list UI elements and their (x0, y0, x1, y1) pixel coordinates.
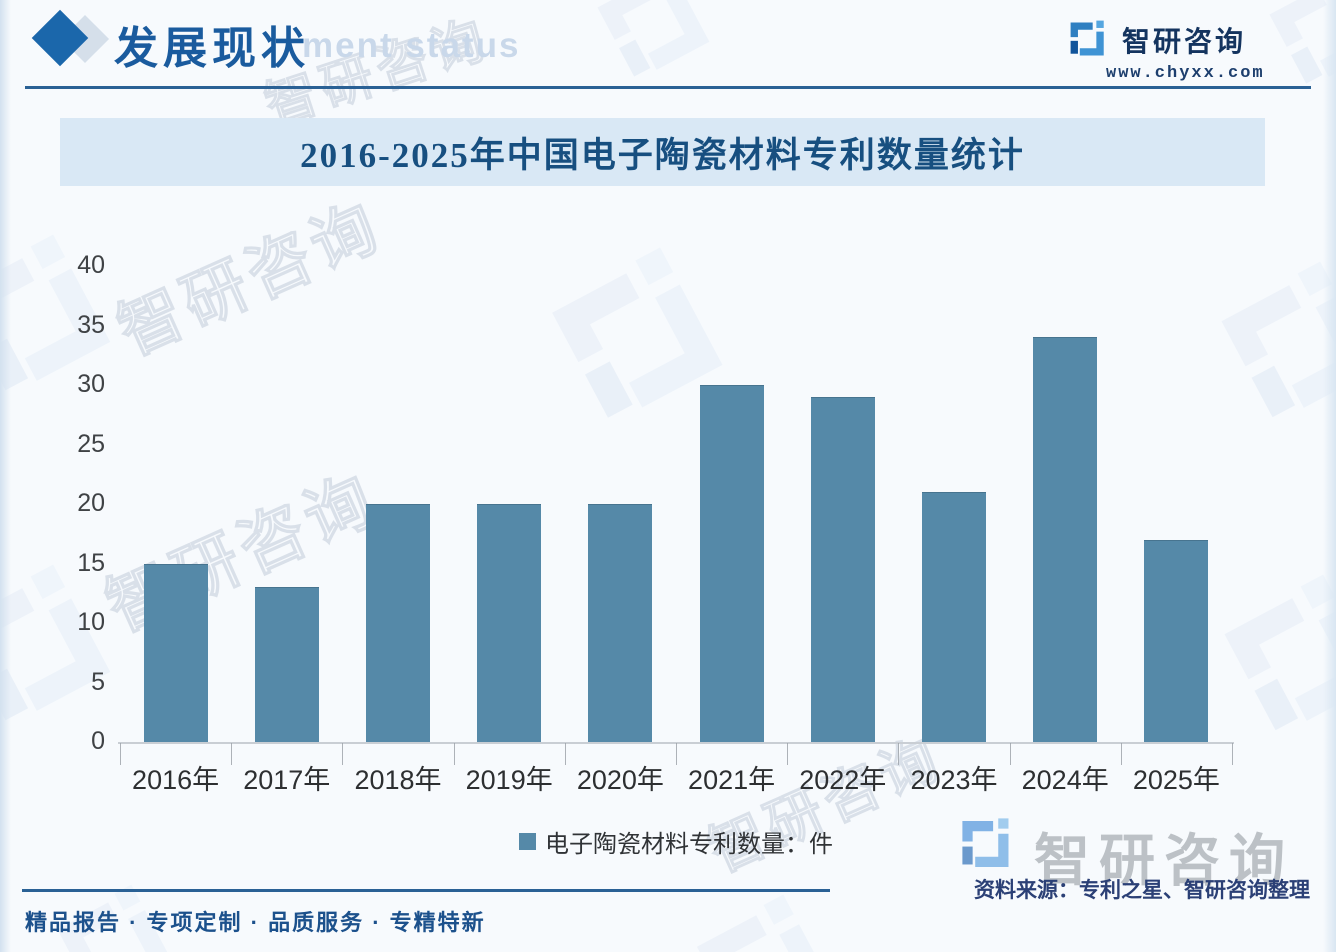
x-axis-tick (1009, 743, 1011, 765)
x-axis-tick (1120, 743, 1122, 765)
x-axis-label: 2020年 (576, 765, 664, 795)
header: 发展现状 ment status 智研咨询 www.chyxx.com (0, 0, 1336, 90)
bar-2019年 (477, 504, 542, 742)
bar-chart: 0 5 10 15 20 25 30 35 40 2016年 2017年 2018年 2019年 2020… (0, 186, 1336, 858)
bar-2018年 (366, 504, 430, 742)
header-rule (25, 86, 1311, 89)
diamond-icon (31, 9, 110, 67)
page-title: 发展现状 (114, 24, 310, 73)
bottom-watermark: 智研咨询 (948, 800, 1328, 892)
bar-2023年 (922, 492, 986, 742)
bar-2025年 (1144, 539, 1209, 742)
bar-2022年 (810, 396, 875, 742)
x-axis-tick (342, 743, 344, 765)
right-edge-gradient (1323, 0, 1336, 952)
x-axis-tick (1232, 743, 1233, 765)
bar-2021年 (699, 385, 764, 742)
y-axis-label: 30 (77, 370, 105, 398)
x-axis-tick (120, 743, 121, 765)
y-axis-label: 0 (91, 727, 105, 755)
x-axis-label: 2022年 (799, 765, 887, 795)
bottom-watermark-text: 智研咨询 (1034, 829, 1294, 892)
x-axis-tick (787, 743, 789, 765)
x-axis-label: 2024年 (1021, 765, 1109, 795)
legend-marker (519, 833, 536, 850)
y-axis-label: 35 (77, 310, 105, 339)
y-axis-label: 40 (77, 251, 105, 279)
legend: 电子陶瓷材料专利数量：件 (120, 824, 1232, 859)
y-axis-label: 15 (77, 548, 105, 577)
x-axis-tick (231, 743, 233, 765)
x-axis-label: 2023年 (910, 765, 998, 795)
brand-block: 智研咨询 www.chyxx.com (1066, 12, 1296, 86)
x-axis-label: 2017年 (243, 765, 331, 795)
brand-site-url: www.chyxx.com (1106, 64, 1265, 83)
y-axis-label: 20 (77, 489, 105, 517)
bar-2016年 (143, 563, 208, 742)
source-note: 资料来源：专利之星、智研咨询整理 (974, 879, 1310, 902)
x-axis-label: 2021年 (688, 765, 776, 795)
brand-logo-icon (1070, 20, 1104, 56)
ghost-english-subtitle: ment status (302, 26, 521, 65)
footer-slogan: 精品报告 · 专项定制 · 品质服务 · 专精特新 (25, 910, 486, 935)
x-axis-tick (898, 743, 900, 765)
x-axis-tick (676, 743, 677, 765)
footer-rule (22, 889, 830, 892)
x-axis-label: 2025年 (1132, 765, 1220, 795)
y-axis-label: 10 (77, 608, 105, 636)
x-axis-tick (453, 743, 455, 765)
chart-title: 2016-2025年中国电子陶瓷材料专利数量统计 (300, 135, 1025, 175)
legend-label: 电子陶瓷材料专利数量：件 (545, 831, 833, 858)
y-axis-label: 25 (77, 429, 105, 458)
bar-2017年 (254, 587, 319, 742)
chart-title-band: 2016-2025年中国电子陶瓷材料专利数量统计 (60, 118, 1265, 186)
x-axis-tick (564, 743, 566, 765)
x-axis-label: 2019年 (465, 765, 553, 795)
bar-2024年 (1033, 337, 1098, 742)
brand-name: 智研咨询 (1122, 26, 1247, 57)
y-axis-label: 5 (91, 667, 105, 696)
bottom-watermark-logo-icon (962, 818, 1009, 868)
x-axis-label: 2016年 (132, 765, 220, 795)
watermark-logo-icon (675, 870, 864, 952)
left-edge-gradient (0, 0, 11, 952)
x-axis-label: 2018年 (354, 765, 442, 795)
bar-2020年 (588, 504, 653, 742)
